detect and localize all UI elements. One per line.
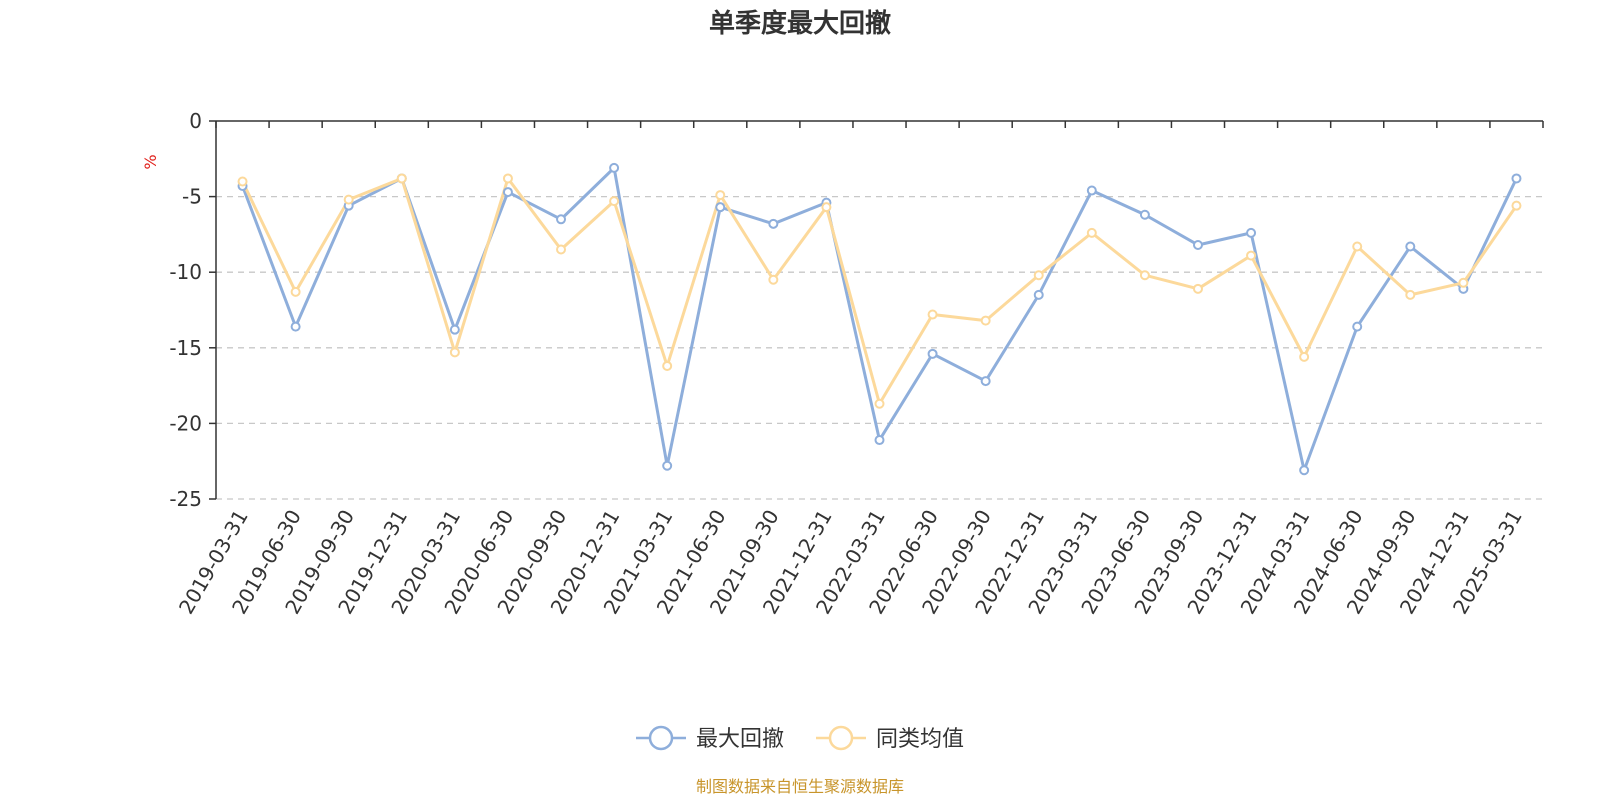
y-tick-label: -15	[169, 336, 202, 360]
data-point[interactable]	[1192, 283, 1203, 294]
y-axis-unit: %	[141, 154, 160, 169]
data-point[interactable]	[1246, 227, 1257, 238]
y-tick-label: -20	[169, 411, 202, 435]
y-tick-labels: 0 -5 -10 -15 -20 -25	[169, 109, 202, 511]
data-point[interactable]	[715, 190, 726, 201]
y-tick-label: -10	[169, 260, 202, 284]
data-point[interactable]	[874, 398, 885, 409]
data-point[interactable]	[1033, 289, 1044, 300]
data-point[interactable]	[1246, 250, 1257, 261]
y-tick-label: -25	[169, 487, 202, 511]
data-point[interactable]	[980, 315, 991, 326]
data-point[interactable]	[1033, 270, 1044, 281]
y-tick-label: 0	[189, 109, 202, 133]
legend-marker	[828, 725, 854, 751]
data-point[interactable]	[556, 244, 567, 255]
data-point[interactable]	[821, 202, 832, 213]
data-point[interactable]	[609, 196, 620, 207]
chart-title: 单季度最大回撤	[709, 8, 891, 39]
data-point[interactable]	[662, 460, 673, 471]
y-tick-label: -5	[182, 185, 202, 209]
data-point[interactable]	[1458, 277, 1469, 288]
source-note: 制图数据来自恒生聚源数据库	[696, 777, 904, 796]
data-point[interactable]	[980, 376, 991, 387]
data-point[interactable]	[1352, 321, 1363, 332]
data-point[interactable]	[290, 321, 301, 332]
data-point[interactable]	[874, 435, 885, 446]
data-point[interactable]	[1511, 173, 1522, 184]
data-point[interactable]	[1299, 465, 1310, 476]
data-point[interactable]	[715, 202, 726, 213]
data-point[interactable]	[609, 162, 620, 173]
legend-label: 同类均值	[876, 727, 964, 752]
data-point[interactable]	[1139, 270, 1150, 281]
series-group	[237, 162, 1522, 476]
series-line-0	[241, 166, 1518, 472]
data-point[interactable]	[1352, 241, 1363, 252]
data-point[interactable]	[1511, 200, 1522, 211]
data-point[interactable]	[1299, 351, 1310, 362]
data-point[interactable]	[237, 176, 248, 187]
data-point[interactable]	[396, 173, 407, 184]
data-point[interactable]	[768, 218, 779, 229]
legend-item-0[interactable]: 最大回撤	[636, 725, 784, 752]
axes	[209, 120, 1544, 500]
data-point[interactable]	[449, 324, 460, 335]
data-point[interactable]	[1405, 289, 1416, 300]
grid-lines	[216, 195, 1543, 500]
data-point[interactable]	[768, 274, 779, 285]
legend-marker	[648, 725, 674, 751]
data-point[interactable]	[1139, 209, 1150, 220]
data-point[interactable]	[290, 286, 301, 297]
data-point[interactable]	[1192, 239, 1203, 250]
data-point[interactable]	[343, 194, 354, 205]
legend[interactable]: 最大回撤 同类均值	[636, 725, 964, 752]
data-point[interactable]	[502, 173, 513, 184]
data-point[interactable]	[662, 360, 673, 371]
data-point[interactable]	[927, 348, 938, 359]
data-point[interactable]	[927, 309, 938, 320]
series-line-1	[241, 176, 1518, 406]
x-tick-labels: 2019-03-312019-06-302019-09-302019-12-31…	[174, 505, 1527, 618]
data-point[interactable]	[1086, 185, 1097, 196]
data-point[interactable]	[502, 187, 513, 198]
legend-item-1[interactable]: 同类均值	[816, 725, 964, 752]
data-point[interactable]	[556, 214, 567, 225]
data-point[interactable]	[1405, 241, 1416, 252]
legend-label: 最大回撤	[696, 727, 784, 752]
data-point[interactable]	[1086, 227, 1097, 238]
data-point[interactable]	[449, 347, 460, 358]
